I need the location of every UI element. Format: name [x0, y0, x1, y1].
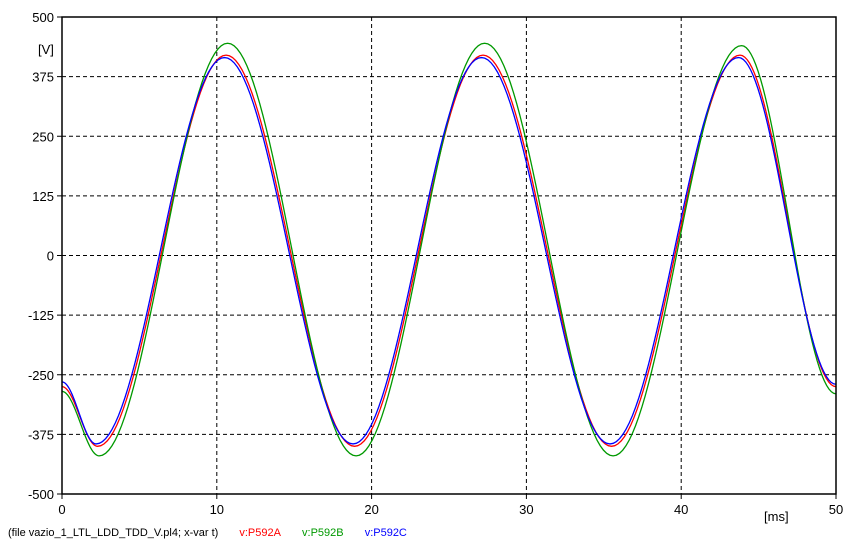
x-axis-ticks: 0 10 20 30 40 50: [58, 494, 843, 517]
y-tick-label: -500: [28, 487, 54, 502]
y-tick-label: -250: [28, 368, 54, 383]
y-axis-ticks: 500 375 250 125 0 -125 -250 -375 -500: [28, 10, 62, 502]
x-tick-label: 30: [519, 502, 533, 517]
x-tick-label: 20: [364, 502, 378, 517]
y-tick-label: 0: [47, 249, 54, 264]
x-axis-unit: [ms]: [764, 509, 789, 524]
series-lines: [61, 42, 837, 457]
y-axis-unit: [V]: [38, 42, 54, 57]
x-tick-label: 50: [829, 502, 843, 517]
grid-lines: [62, 17, 836, 494]
y-tick-label: 125: [32, 189, 54, 204]
y-tick-label: -375: [28, 427, 54, 442]
y-tick-label: 500: [32, 10, 54, 25]
legend-entry-v-P592B: v:P592B: [302, 527, 344, 539]
series-line-v-P592B: [61, 42, 837, 457]
legend-entry-v-P592C: v:P592C: [364, 527, 407, 539]
series-line-v-P592C: [61, 56, 837, 445]
x-tick-label: 10: [210, 502, 224, 517]
legend-entry-v-P592A: v:P592A: [239, 527, 281, 539]
file-info-label: (file vazio_1_LTL_LDD_TDD_V.pl4; x-var t…: [8, 527, 219, 539]
y-tick-label: 250: [32, 129, 54, 144]
y-tick-label: 375: [32, 70, 54, 85]
footer-legend: (file vazio_1_LTL_LDD_TDD_V.pl4; x-var t…: [8, 527, 425, 539]
x-tick-label: 40: [674, 502, 688, 517]
y-tick-label: -125: [28, 308, 54, 323]
x-tick-label: 0: [58, 502, 65, 517]
